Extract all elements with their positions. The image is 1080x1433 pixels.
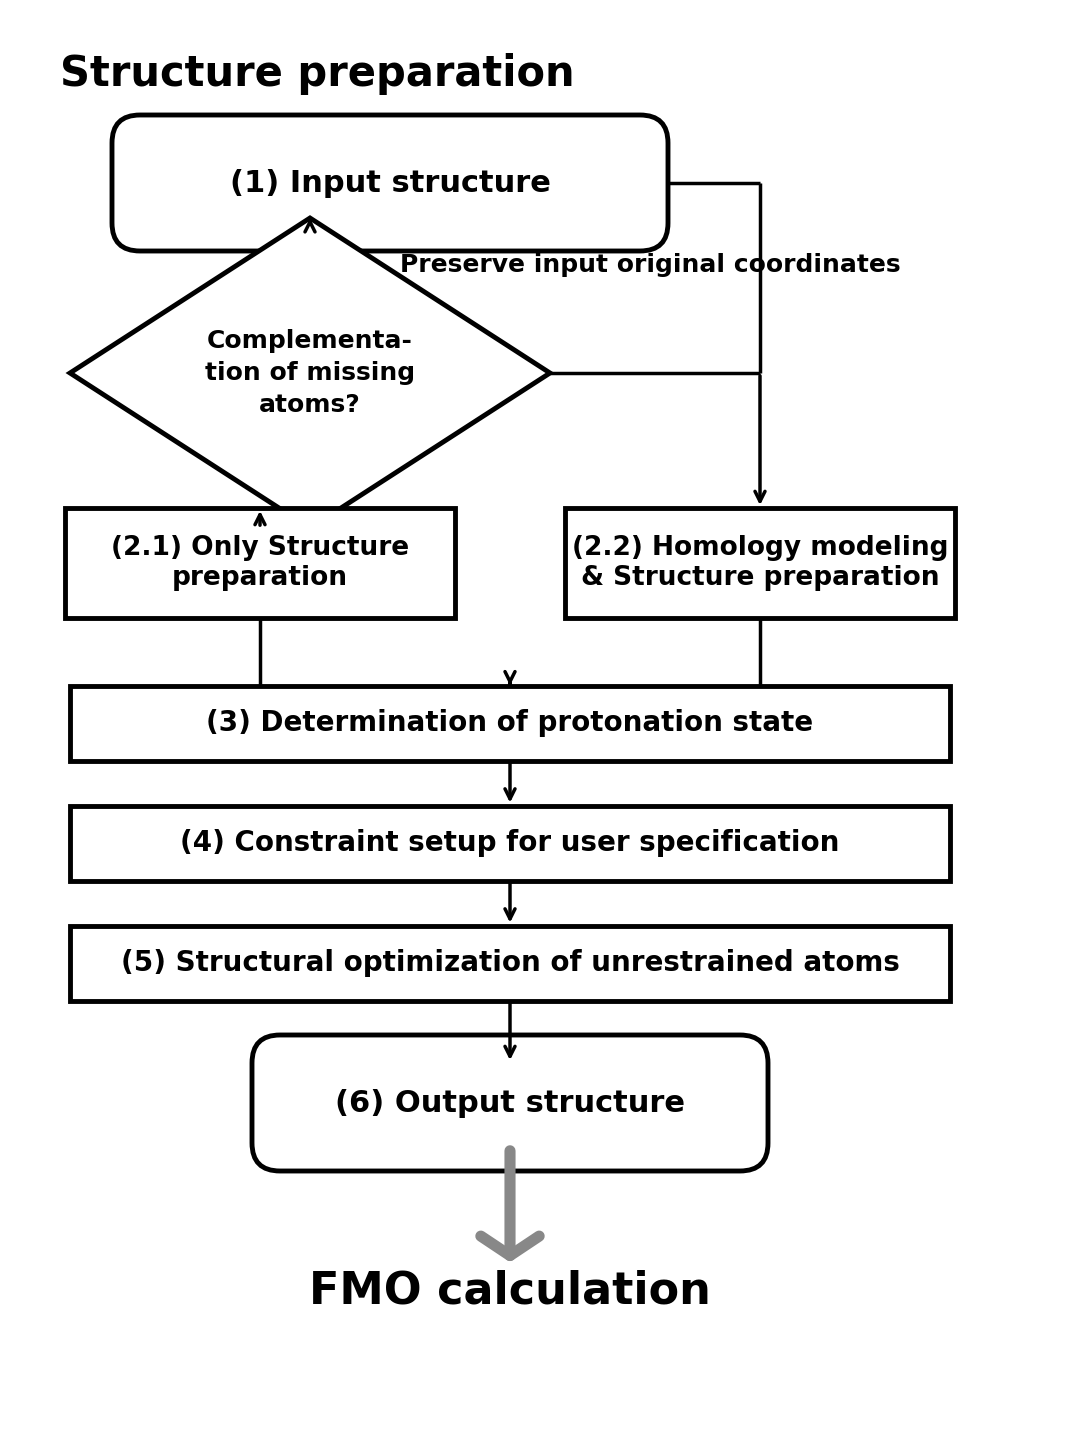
Text: Complementa-
tion of missing
atoms?: Complementa- tion of missing atoms? <box>205 330 415 417</box>
Bar <box>70 685 950 761</box>
Bar <box>70 805 950 880</box>
FancyBboxPatch shape <box>112 115 669 251</box>
FancyBboxPatch shape <box>252 1035 768 1171</box>
Text: (6) Output structure: (6) Output structure <box>335 1089 685 1118</box>
Text: FMO calculation: FMO calculation <box>309 1270 711 1313</box>
Text: (1) Input structure: (1) Input structure <box>230 169 551 198</box>
Text: (3) Determination of protonation state: (3) Determination of protonation state <box>206 709 813 737</box>
Text: (4) Constraint setup for user specification: (4) Constraint setup for user specificat… <box>180 830 839 857</box>
Bar <box>65 509 455 618</box>
Text: (5) Structural optimization of unrestrained atoms: (5) Structural optimization of unrestrai… <box>121 949 900 977</box>
Text: (2.2) Homology modeling
& Structure preparation: (2.2) Homology modeling & Structure prep… <box>571 535 948 590</box>
Bar <box>70 926 950 1000</box>
Text: Structure preparation: Structure preparation <box>60 53 575 95</box>
Bar <box>565 509 955 618</box>
Text: (2.1) Only Structure
preparation: (2.1) Only Structure preparation <box>111 535 409 590</box>
Polygon shape <box>70 218 550 527</box>
Text: Preserve input original coordinates: Preserve input original coordinates <box>400 254 901 277</box>
